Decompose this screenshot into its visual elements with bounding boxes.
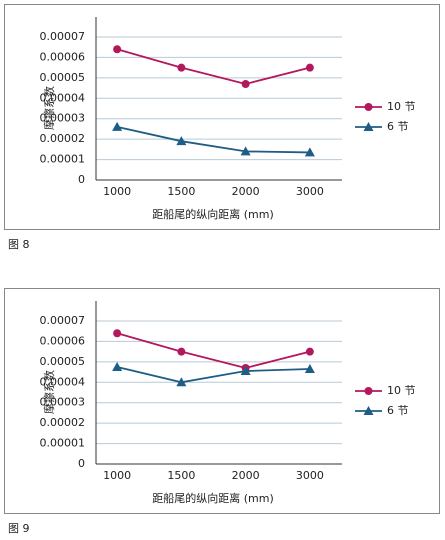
marker bbox=[177, 347, 186, 356]
marker bbox=[177, 63, 186, 72]
marker bbox=[112, 121, 123, 131]
line bbox=[116, 126, 310, 154]
marker bbox=[305, 347, 314, 356]
marker bbox=[112, 361, 123, 371]
y-tick-label: 0.00006 bbox=[40, 50, 86, 63]
line bbox=[116, 332, 311, 369]
marker bbox=[363, 406, 374, 415]
marker bbox=[113, 329, 122, 338]
marker bbox=[176, 377, 187, 387]
y-tick-label: 0.00006 bbox=[40, 334, 86, 347]
x-tick-label: 3000 bbox=[296, 469, 324, 482]
chart-frame bbox=[4, 288, 440, 514]
x-tick-label: 1000 bbox=[103, 469, 131, 482]
line bbox=[116, 366, 310, 384]
x-tick-label: 1500 bbox=[167, 469, 195, 482]
x-tick-label: 2000 bbox=[232, 469, 260, 482]
y-axis-label: 摩擦系数 bbox=[42, 370, 56, 414]
y-tick-label: 0 bbox=[78, 173, 85, 186]
y-tick-label: 0.00004 bbox=[40, 91, 86, 104]
marker bbox=[364, 387, 373, 395]
y-tick-label: 0.00005 bbox=[40, 71, 86, 84]
y-tick-label: 0.00001 bbox=[40, 153, 86, 166]
x-tick-label: 1500 bbox=[167, 185, 195, 198]
y-tick-label: 0.00002 bbox=[40, 416, 86, 429]
marker bbox=[241, 79, 250, 88]
marker bbox=[304, 364, 315, 374]
y-tick-label: 0.00007 bbox=[40, 314, 86, 327]
y-tick-label: 0.00003 bbox=[40, 112, 86, 125]
marker bbox=[363, 122, 374, 131]
y-tick-label: 0.00003 bbox=[40, 396, 86, 409]
x-tick-label: 3000 bbox=[296, 185, 324, 198]
y-tick-label: 0.00005 bbox=[40, 355, 86, 368]
legend-label: 10 节 bbox=[387, 100, 416, 113]
x-tick-label: 2000 bbox=[232, 185, 260, 198]
legend-label: 6 节 bbox=[387, 120, 409, 133]
legend-label: 10 节 bbox=[387, 384, 416, 397]
marker bbox=[240, 146, 251, 156]
y-tick-label: 0.00001 bbox=[40, 437, 86, 450]
caption: 图 9 bbox=[8, 522, 30, 535]
marker bbox=[304, 147, 315, 157]
y-tick-label: 0 bbox=[78, 457, 85, 470]
chart-frame bbox=[4, 4, 440, 230]
y-tick-label: 0.00004 bbox=[40, 375, 86, 388]
x-tick-label: 1000 bbox=[103, 185, 131, 198]
y-tick-label: 0.00002 bbox=[40, 132, 86, 145]
marker bbox=[364, 103, 373, 111]
y-tick-label: 0.00007 bbox=[40, 30, 86, 43]
marker bbox=[113, 45, 122, 54]
marker bbox=[240, 366, 251, 376]
y-axis-label: 摩擦系数 bbox=[42, 86, 56, 130]
x-axis-label: 距船尾的纵向距离 (mm) bbox=[152, 491, 274, 505]
x-axis-label: 距船尾的纵向距离 (mm) bbox=[152, 207, 274, 221]
legend-label: 6 节 bbox=[387, 404, 409, 417]
marker bbox=[305, 63, 314, 72]
caption: 图 8 bbox=[8, 238, 30, 251]
marker bbox=[176, 136, 187, 146]
line bbox=[116, 48, 311, 85]
